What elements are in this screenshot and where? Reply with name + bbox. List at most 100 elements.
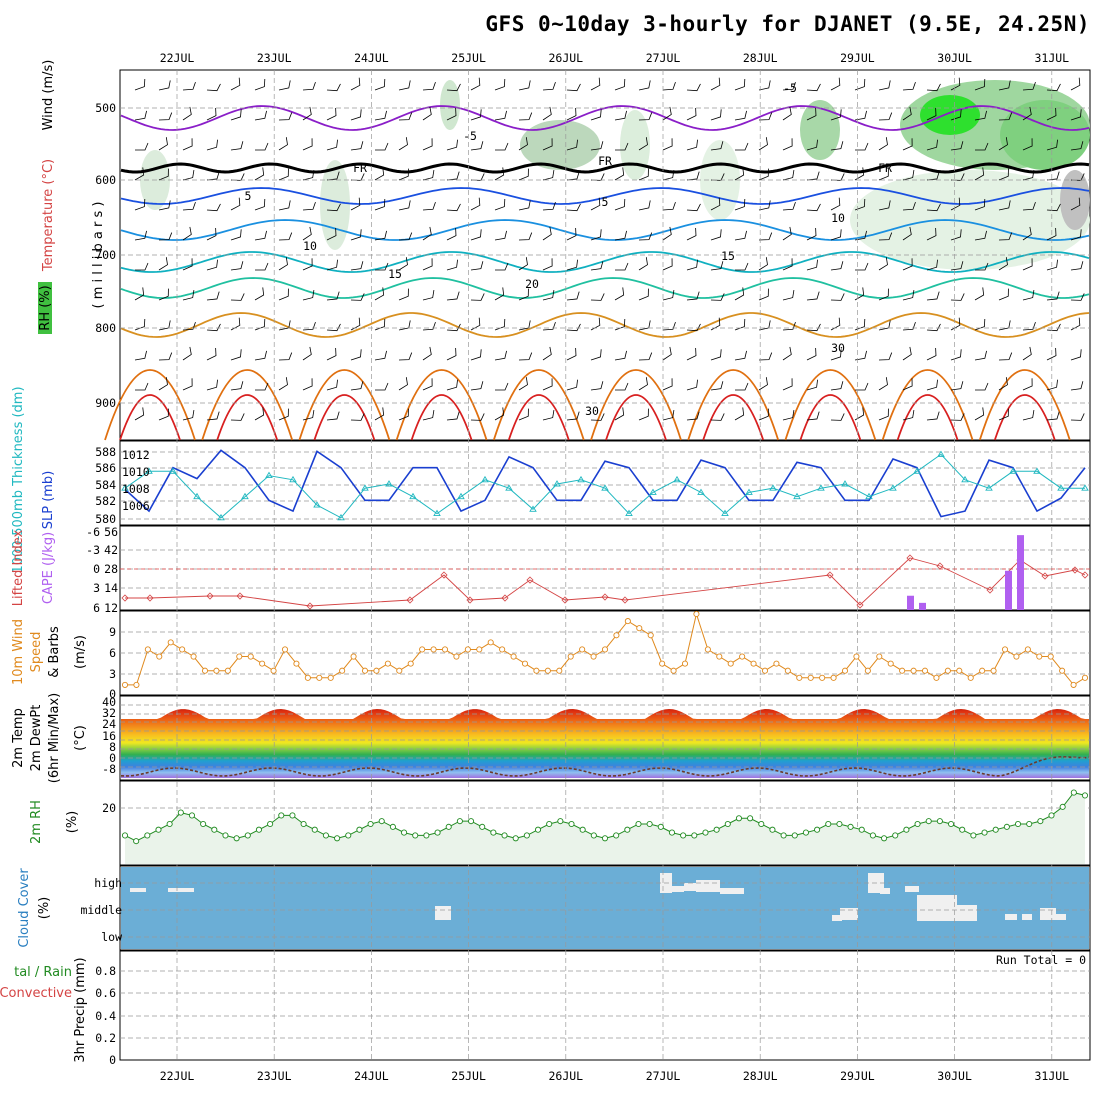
chart-title: GFS 0~10day 3-hourly for DJANET (9.5E, 2…: [485, 12, 1090, 36]
rh2m-series-point: [847, 823, 854, 830]
wind-barb: [1046, 379, 1058, 391]
wind-barb: [902, 409, 915, 421]
rh2m-series-point: [780, 832, 787, 839]
wind10-series-point: [190, 653, 197, 660]
wind-barb: [134, 198, 146, 211]
wind-barb: [278, 232, 293, 241]
wind-barb: [326, 259, 338, 271]
wind-barb: [855, 262, 869, 271]
wind-barb: [470, 173, 485, 181]
label-precip-unit: 3hr Precip (mm): [73, 957, 88, 1062]
wind-barb: [1046, 139, 1058, 151]
wind-barb: [230, 381, 244, 391]
wind-barb: [230, 109, 242, 121]
wind-barb: [422, 106, 432, 121]
wind10-series-point: [407, 660, 414, 667]
wind10-series-point: [361, 667, 369, 674]
wind-barb: [326, 347, 337, 361]
wind-barb: [734, 78, 746, 91]
contour-10c: [120, 219, 1090, 241]
panel-frame-rh2m: [119, 780, 1091, 866]
wind10-series-point: [224, 667, 231, 674]
wind-barb: [542, 106, 552, 121]
rh2m-series-point: [981, 829, 988, 836]
wind10-series-point: [510, 653, 517, 660]
wind-barb: [1070, 413, 1085, 421]
label-wind: Wind (m/s): [41, 60, 56, 131]
wind-barb: [398, 112, 413, 121]
cape-bar: [919, 602, 926, 610]
wind-barb: [854, 78, 866, 91]
label-wind10-unit: (m/s): [73, 635, 88, 669]
rh2m-series-point: [858, 826, 865, 833]
wind-barb: [974, 318, 986, 331]
wind-barb: [950, 381, 964, 391]
wind-barb: [542, 258, 553, 271]
run-total-label: Run Total = 0: [996, 953, 1086, 967]
pressure-tick-label: 900: [95, 396, 116, 410]
wind10-series-point: [556, 667, 563, 674]
date-label-bottom: 28JUL: [743, 1069, 778, 1083]
thickness-series-point: [1057, 484, 1065, 491]
wind-barb: [278, 408, 289, 421]
wind-barb: [278, 288, 289, 301]
wind-barb: [566, 107, 577, 121]
cloud-block: [832, 915, 842, 921]
wind10-series-point: [807, 674, 814, 681]
contour-35c: [216, 394, 279, 441]
wind-barb: [998, 377, 1008, 391]
wind-barb: [854, 287, 865, 301]
rh2m-series-point: [177, 809, 184, 816]
wind-barb: [662, 409, 675, 421]
wind-barb: [806, 203, 821, 212]
thickness-series-point: [529, 505, 537, 512]
wind10-series-point: [487, 639, 494, 646]
rh2m-series-point: [166, 820, 173, 828]
wind-barb: [1022, 201, 1036, 211]
wind-barb: [830, 197, 841, 211]
wind-barb: [615, 142, 629, 151]
wind-barb: [1070, 349, 1082, 361]
thickness-series-point: [817, 484, 825, 491]
wind-barb: [710, 261, 724, 271]
wind-barb: [710, 229, 722, 241]
wind-barb: [542, 201, 556, 211]
wind-barb: [470, 261, 484, 271]
wind-barb: [182, 138, 193, 151]
wind10-tick-label: 6: [109, 646, 116, 660]
wind-barb: [375, 142, 389, 151]
label-slp: SLP (mb): [41, 471, 56, 530]
thickness-series-point: [289, 475, 297, 483]
wind-barb: [734, 407, 745, 421]
contour-label: 30: [585, 404, 599, 418]
wind-barb: [902, 346, 912, 361]
label-wind10-b: Speed: [29, 632, 44, 673]
contour-30c: [687, 369, 780, 441]
wind-barb: [350, 197, 361, 211]
thickness-tick-label: 584: [95, 478, 116, 492]
rh2m-series-point: [802, 829, 809, 836]
wind-barb: [735, 382, 749, 391]
thickness-series-point: [1009, 467, 1017, 474]
thickness-series-point: [937, 450, 945, 457]
thickness-series-point: [265, 471, 273, 479]
contour-label: -5: [463, 129, 477, 143]
rh2m-series-point: [133, 838, 140, 845]
wind-barb: [638, 257, 648, 271]
wind10-series-point: [247, 653, 254, 660]
wind-barb: [470, 109, 482, 121]
wind-barb: [470, 413, 485, 421]
cloud-block: [672, 886, 684, 892]
wind-barb: [590, 109, 602, 121]
contour-30c: [590, 369, 682, 441]
wind10-series-point: [613, 632, 620, 639]
wind-barb: [1022, 346, 1032, 361]
wind10-series: [121, 610, 1089, 688]
precip-tick-label: 0.4: [95, 1009, 116, 1023]
cloud-block: [905, 886, 919, 892]
wind-barb: [230, 141, 244, 151]
wind-barb: [1070, 229, 1082, 241]
wind-barb: [278, 377, 288, 391]
wind-barb: [518, 80, 531, 91]
wind-barb: [854, 110, 867, 121]
